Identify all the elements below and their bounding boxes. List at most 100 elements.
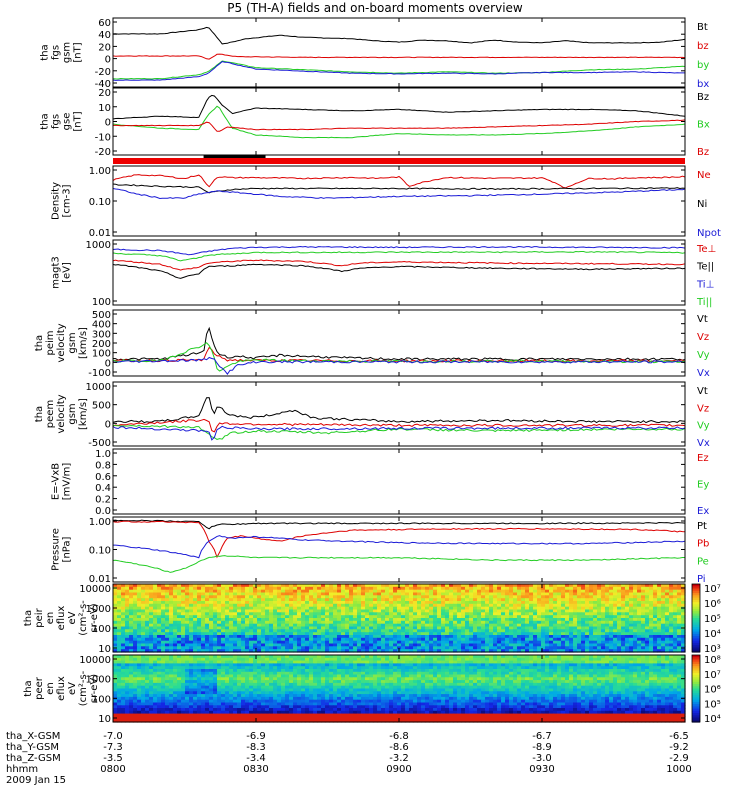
spectrogram-cell: [445, 595, 450, 599]
spectrogram-cell: [501, 592, 506, 596]
spectrogram-cell: [589, 637, 594, 642]
spectrogram-cell: [505, 663, 510, 667]
spectrogram-cell: [493, 601, 498, 605]
spectrogram-cell: [241, 626, 246, 630]
spectrogram-cell: [289, 586, 294, 591]
spectrogram-cell: [533, 601, 538, 605]
spectrogram-cell: [333, 660, 338, 664]
spectrogram-cell: [269, 674, 274, 678]
spectrogram-cell: [641, 589, 646, 594]
spectrogram-cell: [581, 584, 586, 588]
spectrogram-cell: [373, 646, 378, 650]
spectrogram-cell: [441, 615, 446, 619]
spectrogram-cell: [161, 643, 166, 647]
spectrogram-cell: [517, 666, 522, 670]
spectrogram-cell: [309, 674, 314, 678]
spectrogram-cell: [261, 606, 266, 611]
spectrogram-cell: [373, 632, 378, 636]
spectrogram-cell: [665, 666, 670, 670]
spectrogram-cell: [505, 635, 510, 639]
spectrogram-cell: [389, 660, 394, 664]
spectrogram-cell: [257, 677, 262, 681]
spectrogram-cell: [545, 618, 550, 622]
spectrogram-cell: [649, 637, 654, 642]
spectrogram-cell: [141, 603, 146, 608]
spectrogram-cell: [405, 674, 410, 678]
spectrogram-cell: [641, 640, 646, 645]
spectrogram-cell: [385, 669, 390, 673]
spectrogram-cell: [197, 677, 202, 681]
spectrogram-cell: [617, 601, 622, 605]
spectrogram-cell: [209, 666, 214, 670]
spectrogram-cell: [481, 637, 486, 642]
spectrogram-cell: [537, 629, 542, 633]
spectrogram-cell: [405, 635, 410, 639]
legend-pt: Pt: [697, 521, 707, 532]
spectrogram-cell: [445, 669, 450, 673]
spectrogram-cell: [549, 618, 554, 622]
spectrogram-cell: [133, 601, 138, 605]
spectrogram-cell: [529, 657, 534, 662]
spectrogram-cell: [657, 660, 662, 664]
spectrogram-cell: [573, 674, 578, 678]
spectrogram-cell: [681, 589, 686, 594]
spectrogram-cell: [157, 584, 162, 588]
spectrogram-cell: [665, 632, 670, 636]
spectrogram-cell: [465, 609, 470, 613]
spectrogram-cell: [121, 655, 126, 659]
spectrogram-cell: [537, 655, 542, 659]
spectrogram-cell: [661, 586, 666, 591]
spectrogram-cell: [509, 671, 514, 676]
spectrogram-cell: [325, 657, 330, 662]
spectrogram-cell: [157, 626, 162, 630]
spectrogram-cell: [257, 649, 262, 653]
spectrogram-cell: [405, 632, 410, 636]
spectrogram-cell: [629, 603, 634, 608]
spectrogram-cell: [561, 660, 566, 664]
spectrogram-cell: [193, 595, 198, 599]
spectrogram-cell: [629, 655, 634, 659]
spectrogram-cell: [113, 612, 118, 616]
spectrogram-cell: [393, 669, 398, 673]
spectrogram-cell: [413, 623, 418, 628]
spectrogram-cell: [341, 660, 346, 664]
spectrogram-cell: [569, 584, 574, 588]
spectrogram-cell: [225, 677, 230, 681]
spectrogram-cell: [513, 669, 518, 673]
spectrogram-cell: [249, 637, 254, 642]
spectrogram-cell: [353, 609, 358, 613]
spectrogram-cell: [205, 606, 210, 611]
spectrogram-cell: [313, 655, 318, 659]
spectrogram-cell: [489, 623, 494, 628]
spectrogram-cell: [225, 655, 230, 659]
spectrogram-cell: [597, 649, 602, 653]
spectrogram-cell: [265, 635, 270, 639]
spectrogram-cell: [301, 674, 306, 678]
spectrogram-cell: [157, 640, 162, 645]
spectrogram-cell: [345, 663, 350, 667]
spectrogram-cell: [413, 606, 418, 611]
spectrogram-cell: [589, 586, 594, 591]
spectrogram-cell: [613, 626, 618, 630]
spectrogram-cell: [497, 640, 502, 645]
spectrogram-cell: [517, 674, 522, 678]
spectrogram-cell: [469, 635, 474, 639]
spectrogram-cell: [525, 623, 530, 628]
spectrogram-cell: [245, 592, 250, 596]
spectrogram-cell: [245, 657, 250, 662]
spectrogram-cell: [181, 586, 186, 591]
spectrogram-cell: [345, 635, 350, 639]
spectrogram-cell: [377, 666, 382, 670]
spectrogram-cell: [189, 632, 194, 636]
spectrogram-cell: [309, 632, 314, 636]
spectrogram-cell: [593, 669, 598, 673]
spectrogram-cell: [253, 615, 258, 619]
spectrogram-cell: [653, 635, 658, 639]
spectrogram-cell: [461, 609, 466, 613]
spectrogram-cell: [401, 669, 406, 673]
spectrogram-cell: [509, 623, 514, 628]
spectrogram-cell: [333, 669, 338, 673]
spectrogram-cell: [365, 615, 370, 619]
spectrogram-cell: [593, 632, 598, 636]
